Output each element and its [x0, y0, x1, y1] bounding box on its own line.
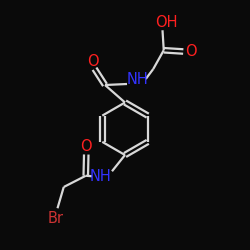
Text: O: O — [80, 139, 92, 154]
Text: OH: OH — [155, 15, 178, 30]
Text: O: O — [185, 44, 196, 59]
Text: Br: Br — [48, 211, 64, 226]
Text: NH: NH — [127, 72, 148, 88]
Text: NH: NH — [90, 169, 112, 184]
Text: O: O — [88, 54, 99, 69]
